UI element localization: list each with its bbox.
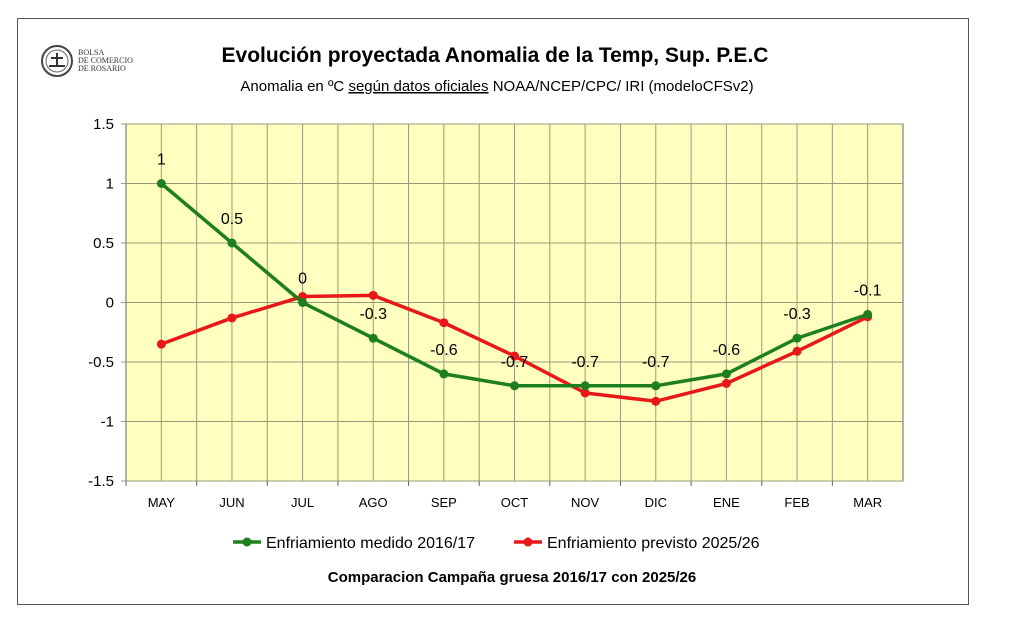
y-tick-label: 1 bbox=[106, 176, 114, 193]
chart-subtitle: Anomalia en ºC según datos oficiales NOA… bbox=[240, 78, 753, 95]
y-tick-label: -1.5 bbox=[88, 473, 114, 490]
data-point bbox=[439, 369, 449, 379]
chart-frame bbox=[17, 18, 969, 605]
data-label: -0.6 bbox=[713, 342, 741, 359]
x-tick-label: DIC bbox=[645, 495, 667, 510]
y-tick-label: 1.5 bbox=[93, 116, 114, 133]
y-tick-label: 0.5 bbox=[93, 235, 114, 252]
data-label: -0.6 bbox=[430, 342, 458, 359]
logo-line: BOLSA bbox=[78, 48, 105, 57]
x-tick-label: MAR bbox=[853, 495, 882, 510]
chart-footer: Comparacion Campaña gruesa 2016/17 con 2… bbox=[328, 569, 697, 586]
data-point bbox=[368, 290, 378, 300]
subtitle-underlined: según datos oficiales bbox=[348, 78, 488, 95]
x-tick-label: ENE bbox=[713, 495, 740, 510]
bolsa-logo: BOLSA DE COMERCIO DE ROSARIO bbox=[40, 44, 133, 78]
subtitle-part: Anomalia en ºC bbox=[240, 78, 348, 95]
data-label: 1 bbox=[157, 152, 166, 169]
x-tick-label: FEB bbox=[784, 495, 809, 510]
chart-title: Evolución proyectada Anomalia de la Temp… bbox=[222, 44, 769, 67]
data-point bbox=[651, 396, 661, 406]
x-tick-label: SEP bbox=[431, 495, 457, 510]
legend-marker bbox=[242, 537, 252, 547]
data-point bbox=[721, 369, 731, 379]
data-label: -0.1 bbox=[854, 282, 882, 299]
data-point bbox=[863, 309, 873, 319]
x-tick-label: JUN bbox=[219, 495, 244, 510]
data-label: -0.3 bbox=[359, 306, 387, 323]
seal-icon bbox=[41, 45, 73, 77]
legend-marker bbox=[523, 537, 533, 547]
data-label: 0.5 bbox=[221, 211, 243, 228]
data-point bbox=[156, 179, 166, 188]
data-point bbox=[227, 313, 237, 323]
data-point bbox=[580, 388, 590, 398]
x-tick-label: JUL bbox=[291, 495, 314, 510]
data-label: -0.7 bbox=[501, 354, 529, 371]
data-label: -0.7 bbox=[642, 354, 670, 371]
data-point bbox=[510, 351, 519, 361]
data-label: -0.7 bbox=[571, 354, 599, 371]
data-point bbox=[368, 333, 378, 343]
data-point bbox=[792, 346, 802, 356]
data-label: -0.3 bbox=[783, 306, 811, 323]
data-point bbox=[580, 381, 590, 391]
data-point bbox=[298, 298, 308, 307]
x-tick-label: NOV bbox=[571, 495, 600, 510]
logo-line: DE COMERCIO bbox=[78, 56, 133, 65]
x-tick-label: MAY bbox=[148, 495, 176, 510]
y-tick-label: -0.5 bbox=[88, 354, 114, 371]
x-tick-label: AGO bbox=[359, 495, 388, 510]
data-label: 0 bbox=[298, 271, 307, 288]
data-point bbox=[651, 381, 661, 391]
logo-line: DE ROSARIO bbox=[78, 64, 126, 73]
x-tick-label: OCT bbox=[501, 495, 529, 510]
y-tick-label: -1 bbox=[101, 414, 114, 431]
subtitle-part: NOAA/NCEP/CPC/ IRI (modeloCFSv2) bbox=[489, 78, 754, 95]
data-point bbox=[227, 238, 237, 248]
data-point bbox=[156, 339, 166, 349]
data-point bbox=[721, 378, 731, 388]
y-tick-label: 0 bbox=[106, 295, 114, 312]
data-point bbox=[439, 318, 449, 328]
data-point bbox=[510, 381, 519, 391]
data-point bbox=[792, 333, 802, 343]
legend-label: Enfriamiento medido 2016/17 bbox=[266, 535, 475, 552]
legend-label: Enfriamiento previsto 2025/26 bbox=[547, 535, 760, 552]
